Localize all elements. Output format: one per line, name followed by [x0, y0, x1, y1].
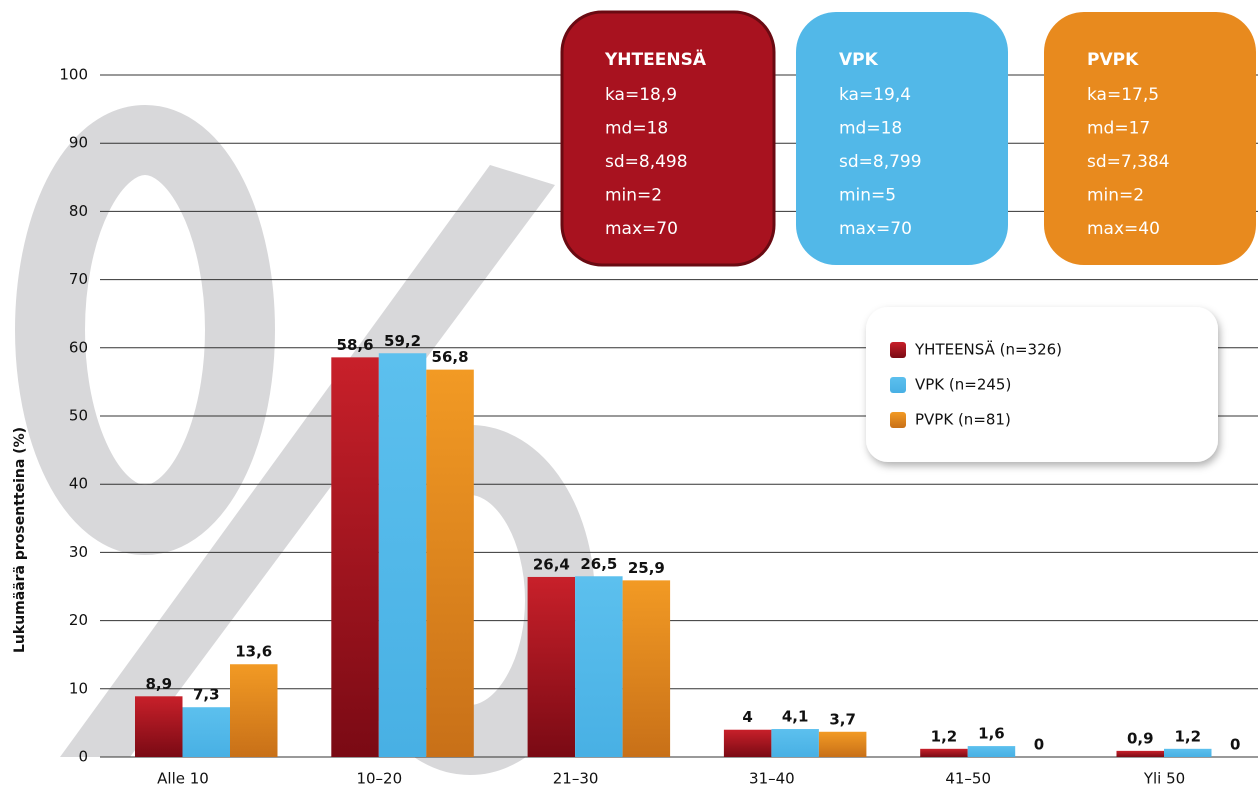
x-tick-label: 41–50 — [945, 770, 991, 788]
stat-box-title: VPK — [839, 50, 879, 70]
value-label: 13,6 — [235, 643, 272, 661]
y-tick-label: 60 — [69, 338, 88, 356]
bar — [967, 746, 1016, 757]
bar — [1116, 750, 1164, 757]
value-label: 58,6 — [337, 336, 374, 354]
y-tick-label: 50 — [69, 407, 88, 425]
value-label: 26,5 — [580, 555, 617, 573]
legend-swatch — [890, 342, 906, 358]
stat-box — [796, 12, 1008, 265]
legend-label: YHTEENSÄ (n=326) — [914, 340, 1062, 359]
stat-line: md=18 — [839, 119, 902, 139]
y-tick-label: 70 — [69, 270, 88, 288]
y-tick-label: 90 — [69, 134, 88, 152]
bar — [230, 664, 278, 757]
legend-label: PVPK (n=81) — [915, 411, 1011, 429]
value-label: 4,1 — [782, 708, 809, 726]
value-label: 1,2 — [1174, 727, 1201, 745]
value-label: 25,9 — [628, 559, 665, 577]
watermark — [15, 105, 595, 775]
bar — [622, 580, 671, 757]
value-label: 0,9 — [1127, 729, 1154, 747]
y-tick-label: 0 — [78, 748, 88, 766]
stat-line: ka=19,4 — [839, 85, 911, 105]
x-tick-label: Alle 10 — [157, 770, 209, 788]
bar — [1164, 748, 1212, 757]
value-label: 1,2 — [931, 727, 958, 745]
bar — [331, 357, 379, 757]
y-tick-label: 40 — [69, 475, 88, 493]
y-tick-label: 20 — [69, 611, 88, 629]
bar — [771, 729, 819, 757]
legend-box — [866, 307, 1218, 462]
stat-line: max=70 — [839, 219, 912, 239]
stat-line: max=70 — [605, 219, 678, 239]
value-label: 0 — [1230, 736, 1240, 754]
stat-line: min=5 — [839, 186, 896, 206]
stat-box-title: YHTEENSÄ — [604, 48, 707, 70]
y-tick-label: 100 — [59, 66, 88, 84]
legend-swatch — [890, 412, 906, 428]
stat-box — [560, 10, 776, 267]
bar — [378, 353, 427, 757]
bar — [575, 576, 623, 757]
stat-line: sd=7,384 — [1087, 152, 1170, 172]
stat-line: sd=8,799 — [839, 152, 922, 172]
bar — [920, 748, 968, 757]
value-label: 1,6 — [978, 725, 1005, 743]
value-label: 59,2 — [384, 332, 421, 350]
bar — [182, 707, 230, 757]
value-label: 4 — [742, 708, 752, 726]
stat-box-title: PVPK — [1087, 50, 1139, 70]
x-tick-label: 10–20 — [356, 770, 402, 788]
stat-line: ka=18,9 — [605, 85, 677, 105]
stat-line: ka=17,5 — [1087, 85, 1159, 105]
stat-line: max=40 — [1087, 219, 1160, 239]
y-tick-label: 30 — [69, 543, 88, 561]
value-label: 3,7 — [829, 710, 856, 728]
value-label: 0 — [1034, 736, 1044, 754]
legend-swatch — [890, 377, 906, 393]
stat-line: min=2 — [605, 186, 662, 206]
stat-line: md=17 — [1087, 119, 1150, 139]
value-label: 7,3 — [193, 686, 220, 704]
bar — [723, 729, 772, 757]
stat-line: md=18 — [605, 119, 668, 139]
bar — [135, 696, 183, 757]
stat-line: sd=8,498 — [605, 152, 688, 172]
x-tick-label: Yli 50 — [1143, 770, 1185, 788]
value-label: 8,9 — [145, 675, 172, 693]
bar — [426, 369, 474, 757]
y-tick-label: 10 — [69, 679, 88, 697]
bar — [527, 576, 576, 757]
legend-label: VPK (n=245) — [915, 376, 1011, 394]
stat-line: min=2 — [1087, 186, 1144, 206]
x-tick-label: 21–30 — [553, 770, 599, 788]
value-label: 26,4 — [533, 555, 570, 573]
bar — [818, 731, 867, 757]
x-tick-label: 31–40 — [749, 770, 795, 788]
value-label: 56,8 — [432, 348, 469, 366]
y-axis-label: Lukumäärä prosentteina (%) — [12, 427, 28, 653]
y-tick-label: 80 — [69, 202, 88, 220]
stat-box — [1044, 12, 1256, 265]
